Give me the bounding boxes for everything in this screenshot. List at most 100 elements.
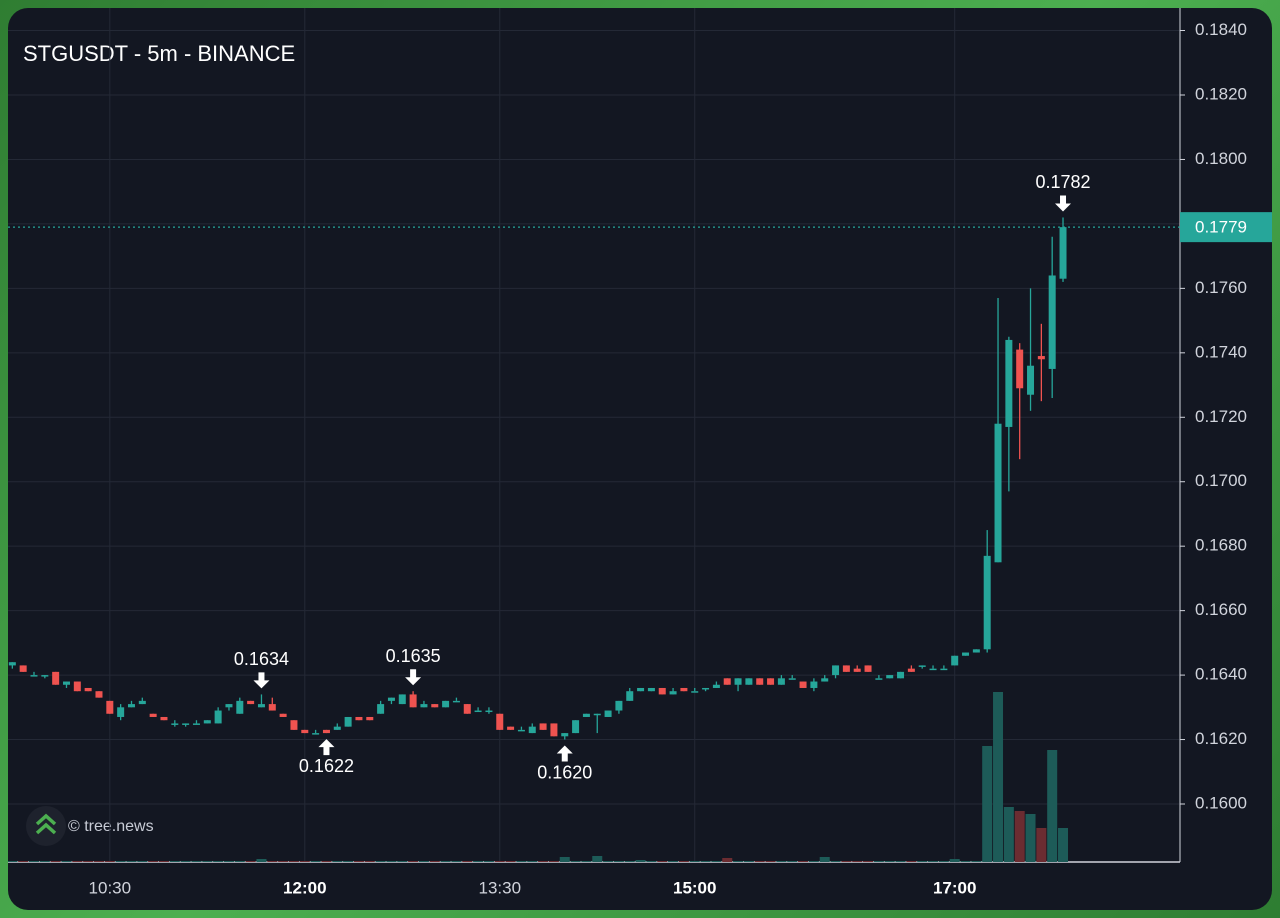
candle-body (756, 678, 764, 685)
grid (8, 8, 1180, 862)
volume-bar (1025, 814, 1036, 862)
volume-bar (657, 861, 668, 862)
volume-bar (148, 861, 159, 862)
volume-bar (798, 861, 809, 862)
x-tick-label: 13:30 (478, 878, 521, 897)
candle-body (550, 723, 558, 737)
volume-bar (1036, 828, 1047, 862)
candle-body (572, 720, 580, 734)
volume-bar (93, 861, 104, 862)
volume-bar (581, 861, 592, 862)
volume-bar (635, 860, 646, 862)
candle-body (832, 665, 840, 676)
candle-body (387, 697, 395, 701)
y-tick-label: 0.1840 (1195, 20, 1247, 39)
annotation-arrow (556, 745, 573, 762)
volume-bar (83, 861, 94, 862)
y-tick-label: 0.1800 (1195, 149, 1247, 168)
candle-body (214, 710, 222, 724)
volume-bar (722, 858, 733, 862)
candle-body (1027, 365, 1035, 395)
candle-body (127, 704, 135, 708)
candle-body (1005, 339, 1013, 427)
annotation-label: 0.1635 (386, 646, 441, 666)
chart: STGUSDT - 5m - BINANCE © tree.news 0.160… (8, 8, 1272, 897)
last-price-label: 0.1779 (1195, 218, 1247, 237)
volume-bar (223, 861, 234, 862)
annotation-arrow (318, 739, 335, 756)
candle-body (669, 691, 677, 695)
x-tick-label: 12:00 (283, 878, 326, 897)
candle-body (1059, 227, 1067, 279)
candle-body (117, 707, 125, 717)
volume-bar (776, 861, 787, 862)
volume-bar (1047, 750, 1058, 862)
volume-bar (949, 859, 960, 862)
candle-body (810, 681, 818, 688)
candle-body (864, 665, 872, 672)
x-tick-label: 15:00 (673, 878, 716, 897)
volume-bar (689, 861, 700, 862)
volume-bar (39, 861, 50, 862)
candle-body (84, 687, 92, 692)
candle-body (225, 704, 233, 708)
y-tick-label: 0.1700 (1195, 471, 1247, 490)
volume-bar (863, 861, 874, 862)
candle-body (734, 678, 742, 685)
volume-bar (440, 861, 451, 862)
volume-bar (72, 861, 83, 862)
candle-body (539, 723, 547, 730)
candle-body (983, 555, 991, 650)
candle-body (409, 694, 417, 708)
volume-bar (733, 861, 744, 862)
candle-body (1037, 356, 1045, 360)
volume-bar (765, 861, 776, 862)
volume-bar (364, 861, 375, 862)
y-tick-label: 0.1720 (1195, 407, 1247, 426)
candle-body (496, 713, 504, 730)
volume-bar (418, 861, 429, 862)
volume-bar (137, 861, 148, 862)
candle-body (626, 691, 634, 701)
candle-body (452, 700, 460, 703)
volume-bar (668, 861, 679, 862)
candle-body (52, 671, 60, 685)
candle-body (615, 700, 623, 711)
volume-bar (971, 861, 982, 862)
chart-title: STGUSDT - 5m - BINANCE (23, 41, 295, 66)
candle-body (1048, 275, 1056, 369)
candle-body (474, 710, 482, 713)
x-tick-label: 17:00 (933, 878, 976, 897)
volume-bar (928, 861, 939, 862)
candle-body (8, 662, 16, 666)
volume-bar (321, 861, 332, 862)
volume-bar (538, 861, 549, 862)
candle-body (702, 687, 710, 690)
candle-body (788, 678, 796, 680)
annotation-label: 0.1620 (537, 762, 592, 782)
candle-body (582, 713, 590, 717)
volume-bar (18, 861, 29, 862)
candle-body (907, 668, 915, 672)
volume-bar (505, 861, 516, 862)
volume-bar (115, 861, 126, 862)
y-tick-label: 0.1740 (1195, 342, 1247, 361)
volume-bar (126, 861, 137, 862)
volume-bar (375, 861, 386, 862)
candle-body (344, 716, 352, 727)
candle-body (73, 681, 81, 692)
candle-body (561, 733, 569, 737)
candle-body (821, 678, 829, 682)
volume-bar (267, 861, 278, 862)
volume-bar (158, 861, 169, 862)
candle-body (647, 687, 655, 692)
candle-body (799, 681, 807, 688)
y-tick-label: 0.1600 (1195, 793, 1247, 812)
volume-bar (104, 861, 115, 862)
volume-bar (570, 861, 581, 862)
watermark: © tree.news (68, 818, 154, 835)
candle-body (951, 655, 959, 666)
volume-bar (473, 861, 484, 862)
annotation-label: 0.1622 (299, 756, 354, 776)
y-tick-label: 0.1680 (1195, 536, 1247, 555)
